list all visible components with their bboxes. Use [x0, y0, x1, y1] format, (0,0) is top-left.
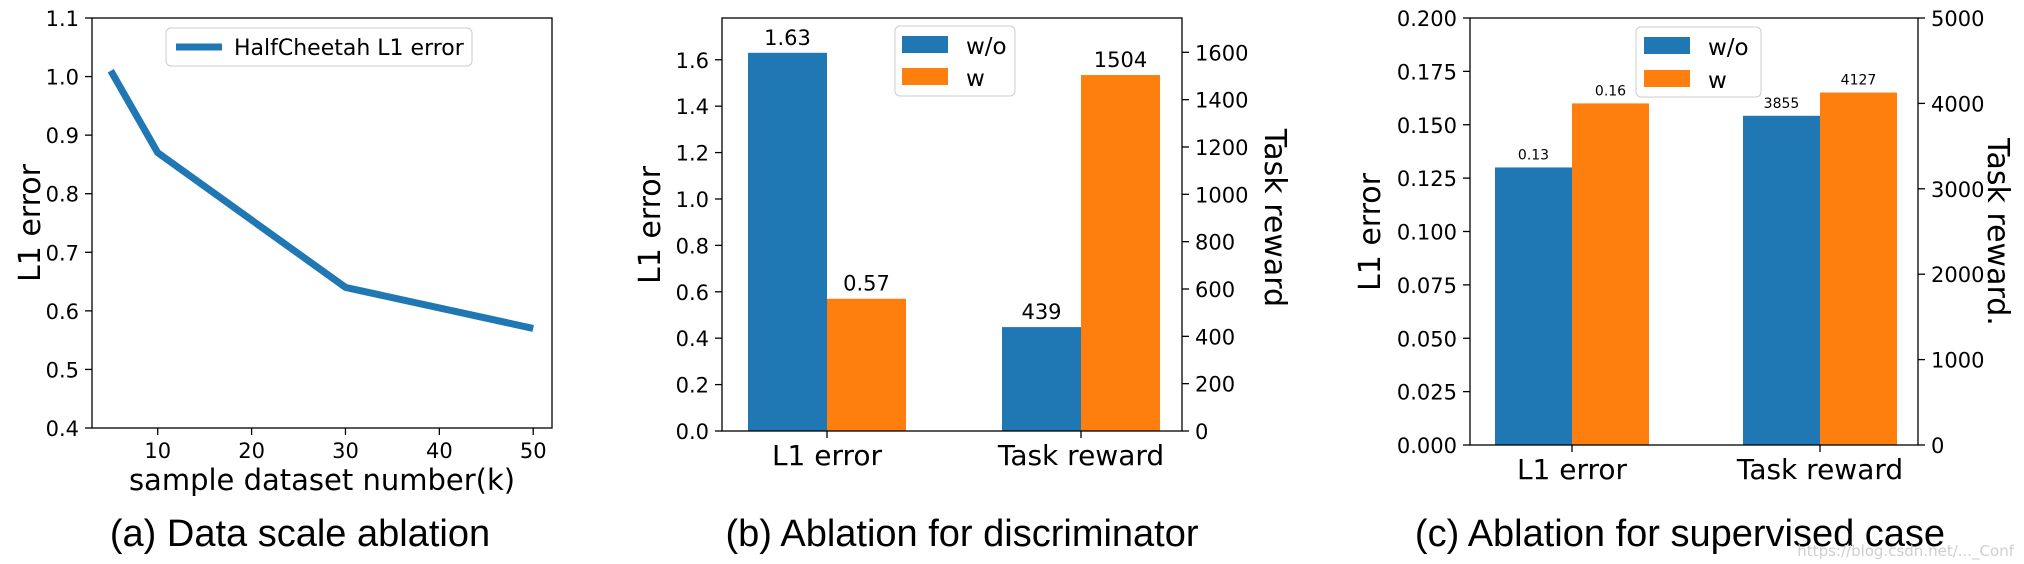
panel-b-bar-wo-l1-error [748, 52, 827, 431]
panel-c-data-label: 4127 [1841, 73, 1877, 89]
panel-a-x-axis-label: sample dataset number(k) [129, 463, 515, 497]
panel-c-legend: w/o w [1635, 26, 1762, 98]
panel-b-bar-wo-task-reward [1002, 327, 1081, 431]
panel-b-y-tick-label: 1.2 [676, 142, 709, 166]
panel-a-y-tick-label: 0.4 [46, 417, 79, 441]
panel-c-category-label: Task reward [1736, 453, 1903, 486]
panel-b-category-label: L1 error [772, 439, 883, 472]
panel-a-x-tick-label: 30 [332, 439, 359, 463]
legend-label-w: w [1708, 68, 1727, 94]
panel-a-x-tick-label: 20 [238, 439, 265, 463]
panel-b-bar-w-l1-error [827, 298, 906, 431]
panel-b-y2-tick-label: 400 [1195, 325, 1235, 349]
panel-a-y-tick-label: 0.5 [46, 358, 79, 382]
panel-c-y2-tick-label: 2000 [1931, 263, 1984, 287]
panel-c-caption: (c) Ablation for supervised case [1415, 513, 1945, 555]
legend-label-w: w [966, 66, 985, 92]
legend-label-halfcheetah: HalfCheetah L1 error [234, 36, 465, 61]
legend-swatch-w [1644, 70, 1690, 87]
panel-c-y2-tick-label: 5000 [1931, 7, 1984, 31]
panel-a-legend-box [165, 27, 473, 67]
panel-b-y-tick-label: 1.6 [676, 49, 709, 73]
panel-c-y-tick-label: 0.050 [1397, 327, 1457, 351]
panel-b-y2-axis-label: Task reward [1257, 128, 1292, 307]
panel-b-data-label: 1504 [1094, 48, 1147, 72]
panel-c-y-tick-label: 0.150 [1397, 114, 1457, 138]
panel-b-y2-tick-label: 200 [1195, 373, 1235, 397]
panel-c-y2-axis-label: Task reward. [1980, 137, 2015, 326]
panel-b-data-label: 0.57 [843, 272, 890, 296]
panel-c-data-label: 0.16 [1595, 83, 1626, 99]
panel-c-y-tick-label: 0.175 [1397, 60, 1457, 84]
series-line-halfcheetah-l1-error [107, 68, 534, 332]
panel-c-category-label: L1 error [1517, 453, 1628, 486]
panel-c-y2-tick-label: 0 [1931, 434, 1944, 458]
panel-b-y2-tick-label: 800 [1195, 231, 1235, 255]
panel-a-y-tick-label: 1.0 [46, 66, 79, 90]
panel-b-y-tick-label: 0.6 [676, 281, 709, 305]
panel-b-caption: (b) Ablation for discriminator [725, 513, 1198, 555]
panel-a-y-axis-label: L1 error [13, 163, 48, 282]
panel-b-y-tick-label: 0.4 [676, 327, 709, 351]
panel-a-line-chart: 0.4 0.5 0.6 0.7 0.8 0.9 1.0 1.1 10 20 30 40 50 Half… [13, 7, 553, 555]
panel-b-bar-chart: 1.63 439 0.57 1504 0.0 0.2 0.4 0.6 0.8 1.0 1.2 1.4… [633, 17, 1292, 555]
panel-a-y-tick-label: 0.9 [46, 124, 79, 148]
panel-a-plot-frame [91, 17, 553, 429]
panel-b-y-axis-label: L1 error [633, 165, 668, 284]
panel-c-data-label: 3855 [1764, 96, 1800, 112]
panel-c-y-axis-label: L1 error [1353, 172, 1388, 291]
panel-a-y-tick-label: 0.7 [46, 241, 79, 265]
legend-swatch-wo [902, 36, 948, 53]
panel-c-y-tick-label: 0.075 [1397, 274, 1457, 298]
panel-c-y2-tick-label: 3000 [1931, 178, 1984, 202]
panel-c-bar-chart: 0.13 3855 0.16 4127 0.000 0.025 0.050 0.075 0.1… [1353, 7, 2015, 555]
panel-b-bar-w-task-reward [1081, 75, 1160, 431]
panel-c-y-tick-label: 0.200 [1397, 7, 1457, 31]
panel-b-y-tick-label: 1.4 [676, 95, 709, 119]
panel-c-bar-w-task-reward [1820, 92, 1897, 445]
panel-a-x-tick-label: 10 [144, 439, 171, 463]
panel-c-y-tick-label: 0.000 [1397, 434, 1457, 458]
panel-b-y2-tick-label: 0 [1195, 420, 1208, 444]
legend-label-wo: w/o [966, 34, 1007, 60]
panel-a-legend: HalfCheetah L1 error [165, 27, 473, 67]
panel-b-y2-tick-label: 600 [1195, 278, 1235, 302]
panel-a-y-tick-label: 0.6 [46, 300, 79, 324]
panel-c-y2-tick-label: 1000 [1931, 349, 1984, 373]
panel-b-y2-tick-label: 1400 [1195, 89, 1248, 113]
panel-b-y-tick-label: 0.2 [676, 374, 709, 398]
panel-c-bar-wo-task-reward [1743, 115, 1820, 446]
watermark-text: https://blog.csdn.net/..._Conf [1797, 542, 2014, 561]
panel-b-y-tick-label: 1.0 [676, 188, 709, 212]
panel-c-y-tick-label: 0.025 [1397, 381, 1457, 405]
panel-b-data-label: 1.63 [764, 26, 811, 50]
panel-b-y-tick-label: 0.8 [676, 234, 709, 258]
panel-b-data-label: 439 [1021, 300, 1061, 324]
panel-c-y-tick-label: 0.125 [1397, 167, 1457, 191]
panel-a-y-tick-label: 1.1 [46, 7, 79, 31]
panel-c-y-tick-label: 0.100 [1397, 221, 1457, 245]
panel-a-y-tick-label: 0.8 [46, 183, 79, 207]
panel-b-plot-frame [721, 17, 1183, 432]
panel-b-category-label: Task reward [997, 439, 1164, 472]
panel-b-legend: w/o w [894, 25, 1016, 97]
panel-b-y2-tick-label: 1000 [1195, 183, 1248, 207]
panel-b-y-tick-label: 0.0 [676, 420, 709, 444]
panel-a-caption: (a) Data scale ablation [110, 513, 490, 555]
legend-swatch-wo [1644, 37, 1690, 54]
legend-label-wo: w/o [1708, 35, 1749, 61]
panel-b-y2-tick-label: 1600 [1195, 41, 1248, 65]
panel-c-bar-w-l1-error [1572, 103, 1649, 446]
panel-c-bar-wo-l1-error [1495, 167, 1572, 445]
legend-swatch-w [902, 68, 948, 85]
panel-c-y2-tick-label: 4000 [1931, 92, 1984, 116]
panel-c-data-label: 0.13 [1518, 147, 1549, 163]
panel-a-x-tick-label: 50 [520, 439, 547, 463]
panel-b-y2-tick-label: 1200 [1195, 136, 1248, 160]
panel-a-x-tick-label: 40 [426, 439, 453, 463]
